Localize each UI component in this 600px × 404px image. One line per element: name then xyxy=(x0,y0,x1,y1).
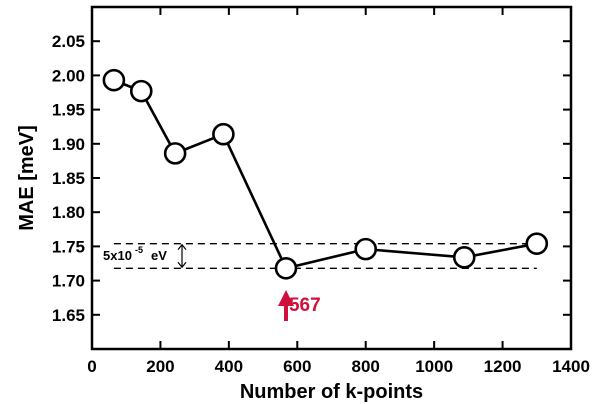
data-point-marker xyxy=(525,232,549,255)
y-axis-ticks: 1.65 1.70 1.75 1.80 1.85 1.90 1.95 2.00 2.05 xyxy=(52,32,571,325)
highlight-arrow-shaft xyxy=(283,304,288,321)
highlight-label: 567 xyxy=(289,295,321,316)
data-point-marker xyxy=(129,79,153,103)
x-axis-title: Number of k-points xyxy=(240,381,423,403)
x-tick-label: 1400 xyxy=(552,357,590,376)
data-point-marker xyxy=(102,68,126,92)
y-tick-label: 1.90 xyxy=(52,135,85,154)
y-tick-label: 1.80 xyxy=(52,203,85,222)
band-arrow-head-bottom xyxy=(177,261,187,269)
data-point-marker xyxy=(163,142,187,165)
data-point-marker xyxy=(212,122,235,146)
band-label-base: 5x10 xyxy=(103,248,132,263)
x-tick-label: 1000 xyxy=(415,357,453,376)
data-point-marker xyxy=(452,246,476,269)
highlight-arrow-head xyxy=(277,290,294,306)
series-layer xyxy=(102,68,549,280)
x-tick-label: 1200 xyxy=(484,357,522,376)
y-tick-label: 1.65 xyxy=(52,306,85,325)
y-axis-title: MAE [meV] xyxy=(16,125,38,231)
y-tick-label: 1.95 xyxy=(52,101,85,120)
y-tick-label: 1.75 xyxy=(52,237,85,256)
y-tick-label: 2.00 xyxy=(52,66,85,85)
series-line xyxy=(113,78,538,270)
band-label-exponent: -5 xyxy=(135,245,143,255)
x-tick-label: 200 xyxy=(146,357,174,376)
x-tick-label: 600 xyxy=(283,357,311,376)
plot-frame xyxy=(90,5,573,351)
y-tick-label: 1.70 xyxy=(52,272,85,291)
y-tick-label: 1.85 xyxy=(52,169,85,188)
x-axis-ticks: 0 200 400 600 800 1000 1200 1400 xyxy=(87,7,590,376)
x-tick-label: 400 xyxy=(215,357,243,376)
data-point-marker xyxy=(274,256,298,280)
band-annotation: 5x10 -5 eV xyxy=(103,243,187,269)
highlight-annotation: 567 xyxy=(277,290,321,321)
x-tick-label: 0 xyxy=(87,357,96,376)
band-label-unit: eV xyxy=(151,248,167,263)
band-arrow-head-top xyxy=(177,243,187,251)
data-point-marker xyxy=(354,237,378,261)
y-tick-label: 2.05 xyxy=(52,32,85,51)
x-tick-label: 800 xyxy=(352,357,380,376)
